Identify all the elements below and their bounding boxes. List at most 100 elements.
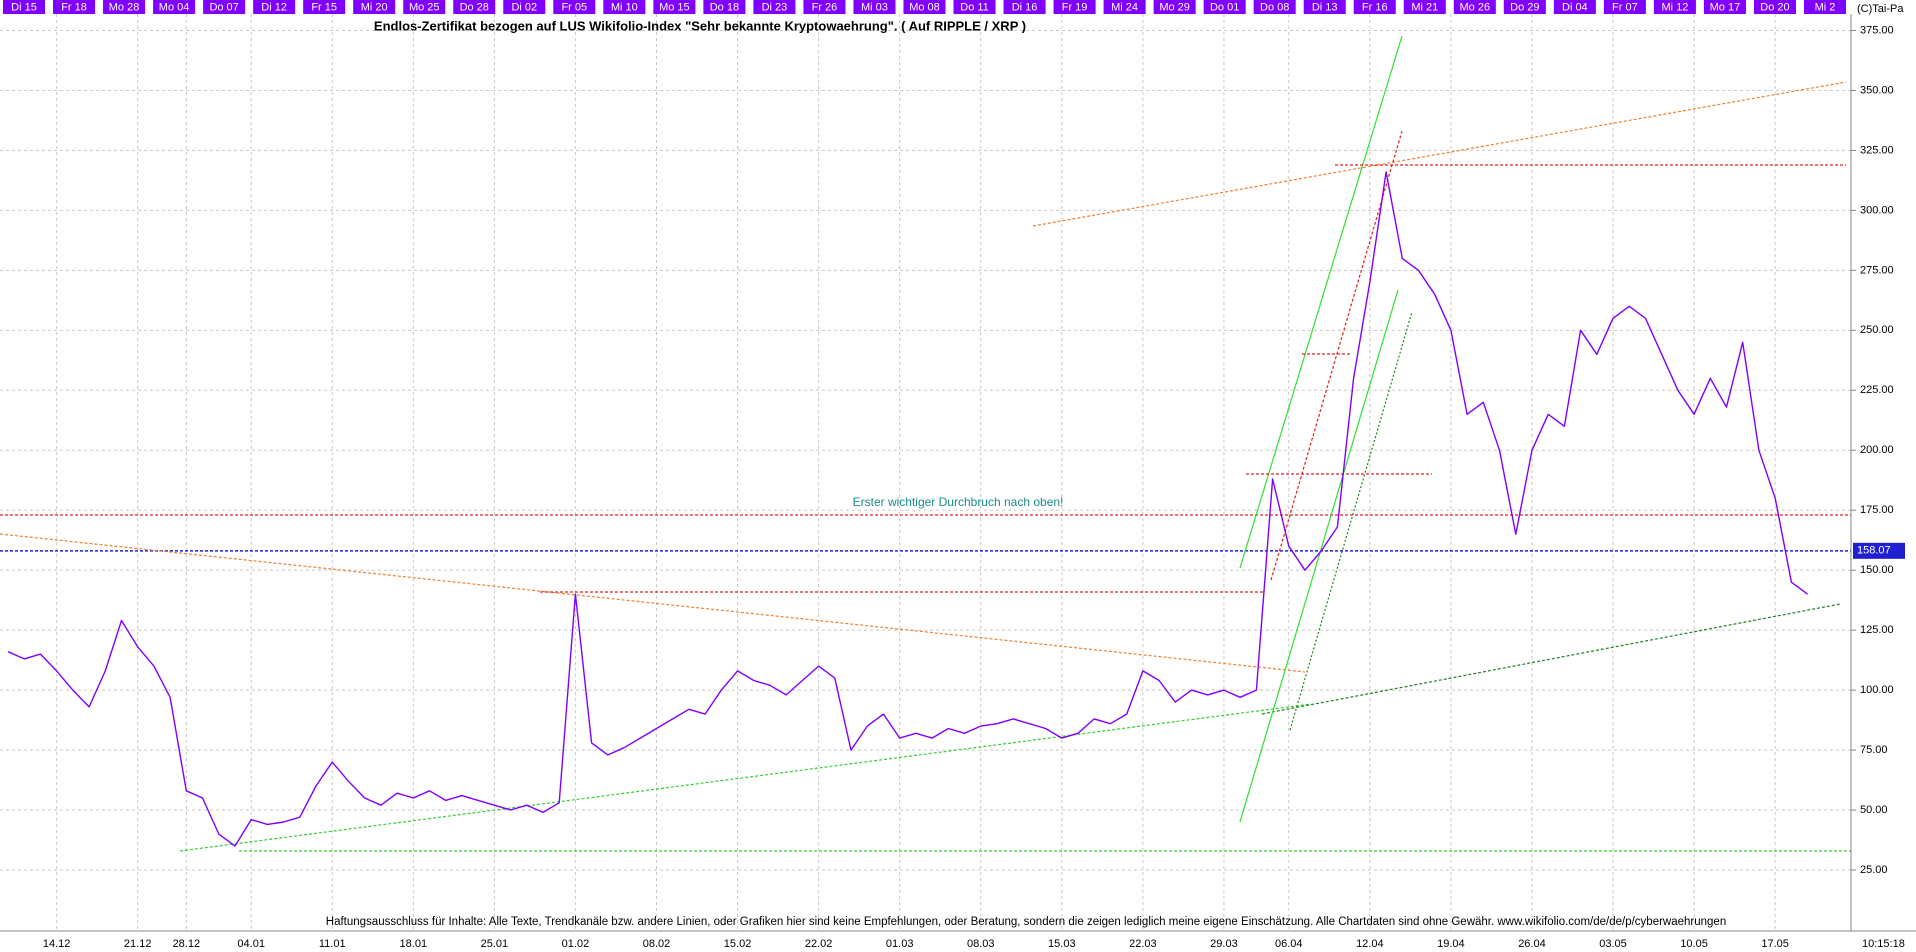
current-value-label: 158.07 bbox=[1857, 545, 1891, 557]
top-label-box bbox=[603, 0, 646, 14]
y-tick-label: 325.00 bbox=[1860, 144, 1894, 156]
top-label: Fr 26 bbox=[812, 1, 838, 13]
x-tick-label: 06.04 bbox=[1275, 938, 1303, 950]
top-label-box bbox=[1103, 0, 1146, 14]
y-tick-label: 175.00 bbox=[1860, 504, 1894, 516]
x-tick-label: 01.02 bbox=[562, 938, 590, 950]
top-label: Mo 29 bbox=[1159, 1, 1190, 13]
x-tick-label: 14.12 bbox=[43, 938, 71, 950]
top-label: Mo 08 bbox=[909, 1, 940, 13]
top-label: Mo 26 bbox=[1460, 1, 1491, 13]
top-label-box bbox=[703, 0, 746, 14]
channel-line bbox=[1239, 289, 1399, 823]
top-label: Mo 17 bbox=[1710, 1, 1741, 13]
x-tick-label: 22.02 bbox=[805, 938, 833, 950]
top-label-box bbox=[3, 0, 46, 14]
x-tick-label: 19.04 bbox=[1437, 938, 1465, 950]
top-label-box bbox=[1203, 0, 1246, 14]
top-label: Mi 2 bbox=[1815, 1, 1836, 13]
top-label-box bbox=[403, 0, 446, 14]
top-label: Do 07 bbox=[209, 1, 238, 13]
copyright: (C)Tai-Pa bbox=[1857, 3, 1904, 15]
y-tick-label: 25.00 bbox=[1860, 864, 1888, 876]
top-label: Mi 24 bbox=[1111, 1, 1138, 13]
top-label: Mi 12 bbox=[1661, 1, 1688, 13]
time-label: 10:15:18 bbox=[1862, 938, 1905, 950]
top-label: Fr 16 bbox=[1362, 1, 1388, 13]
y-tick-label: 275.00 bbox=[1860, 264, 1894, 276]
data-layer: 25.00 50.00 75.00 100.00 125.00 150.00 175.00 2… bbox=[7, 24, 1905, 950]
top-label-box bbox=[1453, 0, 1496, 14]
y-tick-label: 200.00 bbox=[1860, 444, 1894, 456]
x-tick-label: 01.03 bbox=[886, 938, 914, 950]
top-label: Mi 21 bbox=[1411, 1, 1438, 13]
top-label: Do 08 bbox=[1260, 1, 1289, 13]
top-label: Mo 04 bbox=[159, 1, 190, 13]
top-label: Mi 20 bbox=[361, 1, 388, 13]
top-label: Di 16 bbox=[1012, 1, 1038, 13]
top-label-box bbox=[1753, 0, 1796, 14]
grid-layer: Di 15 Fr 18 Mo 28 Mo 04 Do 07 Di 12 Fr 15 Mi 20… bbox=[0, 0, 1856, 931]
x-tick-label: 28.12 bbox=[173, 938, 201, 950]
top-label-box bbox=[1803, 0, 1846, 14]
y-tick-label: 250.00 bbox=[1860, 324, 1894, 336]
x-tick-label: 22.03 bbox=[1129, 938, 1157, 950]
x-tick-label: 15.03 bbox=[1048, 938, 1076, 950]
top-label-box bbox=[503, 0, 546, 14]
x-tick-label: 17.05 bbox=[1761, 938, 1789, 950]
top-label: Do 01 bbox=[1210, 1, 1239, 13]
top-label-box bbox=[353, 0, 396, 14]
top-label-box bbox=[803, 0, 846, 14]
top-label: Di 12 bbox=[261, 1, 287, 13]
trend-lines bbox=[0, 35, 1851, 852]
y-tick-label: 100.00 bbox=[1860, 684, 1894, 696]
top-label: Do 29 bbox=[1510, 1, 1539, 13]
top-label-box bbox=[253, 0, 296, 14]
y-tick-label: 350.00 bbox=[1860, 84, 1894, 96]
channel-line bbox=[1239, 35, 1403, 569]
y-tick-label: 125.00 bbox=[1860, 624, 1894, 636]
top-label-box bbox=[653, 0, 696, 14]
y-tick-label: 50.00 bbox=[1860, 804, 1888, 816]
top-label-box bbox=[553, 0, 596, 14]
top-label: Di 02 bbox=[511, 1, 537, 13]
x-tick-label: 11.01 bbox=[319, 938, 346, 950]
top-label: Mo 25 bbox=[409, 1, 440, 13]
x-tick-label: 18.01 bbox=[400, 938, 428, 950]
x-tick-label: 12.04 bbox=[1356, 938, 1384, 950]
top-label-box bbox=[1703, 0, 1746, 14]
top-label-box bbox=[1003, 0, 1046, 14]
top-label: Do 20 bbox=[1760, 1, 1789, 13]
top-label: Di 15 bbox=[11, 1, 37, 13]
top-label: Di 04 bbox=[1562, 1, 1588, 13]
top-label-box bbox=[103, 0, 146, 14]
x-tick-label: 29.03 bbox=[1210, 938, 1238, 950]
top-label: Fr 05 bbox=[561, 1, 587, 13]
x-tick-label: 04.01 bbox=[237, 938, 265, 950]
disclaimer: Haftungsausschluss für Inhalte: Alle Tex… bbox=[326, 916, 1726, 928]
chart-title: Endlos-Zertifikat bezogen auf LUS Wikifo… bbox=[374, 18, 1026, 33]
top-label-box bbox=[1503, 0, 1546, 14]
top-label: Fr 19 bbox=[1062, 1, 1088, 13]
trend-line bbox=[1270, 130, 1403, 581]
trend-line bbox=[179, 703, 1312, 852]
top-label-box bbox=[1153, 0, 1196, 14]
x-tick-label: 21.12 bbox=[124, 938, 152, 950]
y-tick-label: 150.00 bbox=[1860, 564, 1894, 576]
top-label: Do 11 bbox=[960, 1, 989, 13]
top-label-box bbox=[903, 0, 946, 14]
top-label: Mi 10 bbox=[611, 1, 638, 13]
top-label-box bbox=[853, 0, 896, 14]
x-tick-label: 10.05 bbox=[1680, 938, 1708, 950]
top-label-box bbox=[453, 0, 496, 14]
trend-line bbox=[1289, 311, 1413, 731]
top-label: Do 18 bbox=[710, 1, 739, 13]
top-label-box bbox=[1653, 0, 1696, 14]
y-tick-label: 225.00 bbox=[1860, 384, 1894, 396]
annotation: Erster wichtiger Durchbruch nach oben! bbox=[853, 495, 1064, 509]
top-label: Mo 15 bbox=[659, 1, 690, 13]
y-tick-label: 300.00 bbox=[1860, 204, 1894, 216]
x-tick-label: 08.03 bbox=[967, 938, 995, 950]
